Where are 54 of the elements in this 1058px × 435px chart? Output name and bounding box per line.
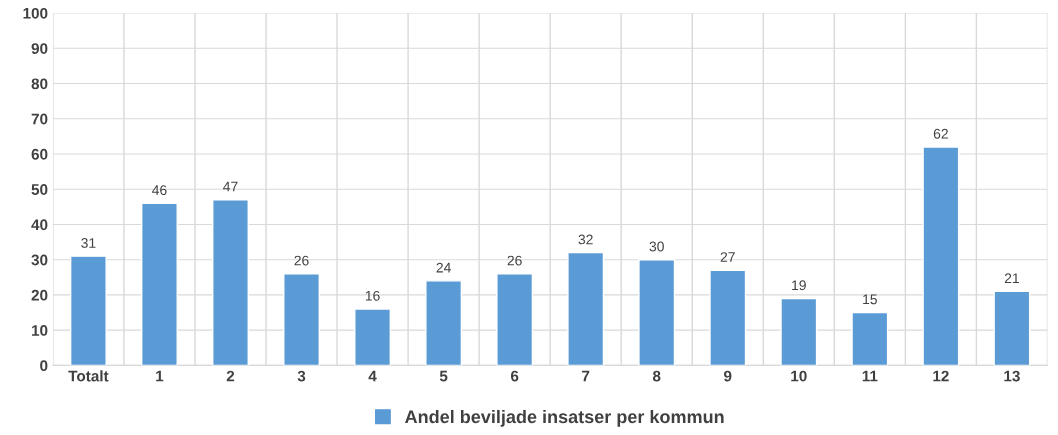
y-tick-label: 80 <box>31 78 48 90</box>
data-label: 32 <box>578 234 593 245</box>
x-tick-label: 13 <box>1004 370 1020 382</box>
y-tick-label: 90 <box>31 43 48 54</box>
bar <box>851 311 889 366</box>
data-label: 21 <box>1004 273 1019 283</box>
bar <box>141 202 178 366</box>
y-tick-label: 70 <box>31 113 48 125</box>
x-tick-label: 10 <box>791 370 807 382</box>
y-tick-label: 100 <box>23 7 48 19</box>
bar <box>780 297 818 366</box>
y-tick-label: 0 <box>40 360 48 372</box>
bar <box>425 280 463 366</box>
x-tick-label: 5 <box>439 370 448 382</box>
data-label: 19 <box>792 280 806 291</box>
bar <box>496 273 534 366</box>
bar <box>993 290 1031 366</box>
y-tick-label: 30 <box>31 254 48 266</box>
x-tick-label: Totalt <box>68 370 109 382</box>
data-label: 16 <box>365 290 380 301</box>
y-tick-label: 60 <box>31 148 48 160</box>
y-tick-label: 40 <box>31 219 48 231</box>
x-tick-label: 2 <box>226 370 235 382</box>
x-tick-label: 4 <box>368 370 377 382</box>
x-tick-label: 11 <box>862 370 878 382</box>
bar <box>212 199 249 366</box>
x-tick-label: 8 <box>652 370 661 382</box>
x-tick-label: 12 <box>933 370 949 382</box>
data-label: 47 <box>223 181 238 192</box>
data-label: 26 <box>294 255 309 266</box>
x-tick-label: 7 <box>582 370 590 382</box>
data-label: 27 <box>720 252 735 262</box>
data-label: 30 <box>649 241 664 252</box>
data-label: 26 <box>507 255 522 266</box>
x-tick-label: 3 <box>297 370 306 382</box>
bar <box>354 308 392 366</box>
bar <box>283 273 320 366</box>
data-label: 15 <box>863 294 877 305</box>
data-label: 24 <box>436 262 451 273</box>
bar <box>638 258 676 366</box>
x-tick-label: 1 <box>156 370 164 382</box>
bar <box>567 251 605 366</box>
data-label: 46 <box>152 185 167 196</box>
legend-label: Andel beviljade insatser per kommun <box>405 409 724 427</box>
y-tick-label: 10 <box>32 325 48 336</box>
x-tick-label: 9 <box>724 370 732 382</box>
bar <box>69 255 107 366</box>
data-label: 62 <box>933 128 948 139</box>
bar <box>709 269 747 366</box>
bar <box>922 146 960 366</box>
y-tick-label: 20 <box>31 289 48 301</box>
x-tick-label: 6 <box>510 370 519 382</box>
y-tick-label: 50 <box>31 184 48 195</box>
data-label: 31 <box>81 238 96 248</box>
